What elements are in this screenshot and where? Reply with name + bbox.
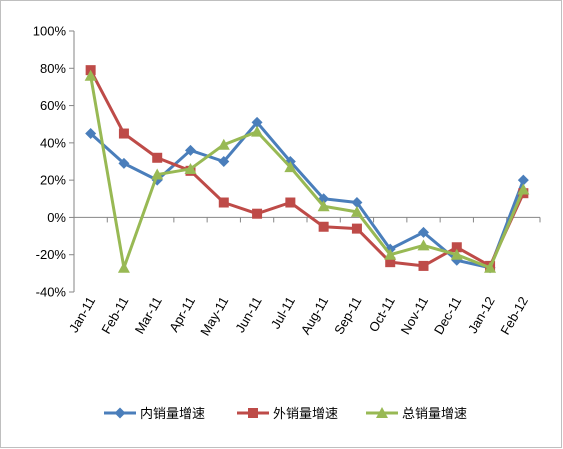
y-tick-labels: -40% -20% 0% 20% 40% 60% 80% 100% [33,24,67,300]
data-point [517,174,529,186]
data-point [251,116,263,128]
data-point [418,226,429,238]
data-point [451,242,462,253]
data-point [317,200,330,212]
data-point [185,144,196,156]
data-point [517,183,530,195]
data-point [218,197,229,208]
data-point [451,254,463,266]
series-line [89,120,525,270]
legend: 内销量增速 外销量增速 总销量增速 [104,406,467,422]
y-tick-label: 80% [40,61,66,76]
data-point [351,197,363,209]
data-point [84,69,97,81]
y-tick-label: -20% [36,247,67,262]
series-layer [84,65,530,274]
y-tick-label: 0% [47,210,66,225]
series-3 [84,69,530,273]
data-point [417,239,430,251]
data-point [350,205,363,217]
legend-item-1: 内销量增速 [104,406,205,422]
data-point [184,162,197,174]
legend-item-2: 外销量增速 [237,407,338,422]
legend-marker [248,408,258,418]
y-tick-label: 100% [33,24,67,39]
data-point [251,125,264,137]
y-tick-label: 40% [40,135,66,150]
data-point [318,221,329,232]
data-point [450,248,463,260]
legend-marker [376,407,388,418]
y-tick-label: 20% [40,173,66,188]
data-point [152,152,163,163]
legend-item-3: 总销量增速 [366,407,467,422]
data-point [285,197,296,208]
legend-label: 外销量增速 [273,407,338,422]
data-point [217,138,230,150]
data-point [284,161,297,173]
data-point [151,168,164,180]
y-tick-label: 60% [40,98,66,113]
data-point [117,261,130,273]
series-line [89,68,525,268]
data-point [484,261,497,273]
data-point [85,128,97,140]
data-point [418,260,429,271]
data-point [118,157,130,169]
data-point [118,128,129,139]
data-point [351,223,362,234]
y-tick-label: -40% [36,285,67,300]
data-point [252,208,263,219]
series-line [89,74,525,270]
legend-marker [114,407,126,419]
data-point [218,156,230,167]
legend-label: 总销量增速 [402,407,467,422]
data-point [385,257,396,268]
legend-label: 内销量增速 [140,406,205,422]
data-point [384,248,397,260]
